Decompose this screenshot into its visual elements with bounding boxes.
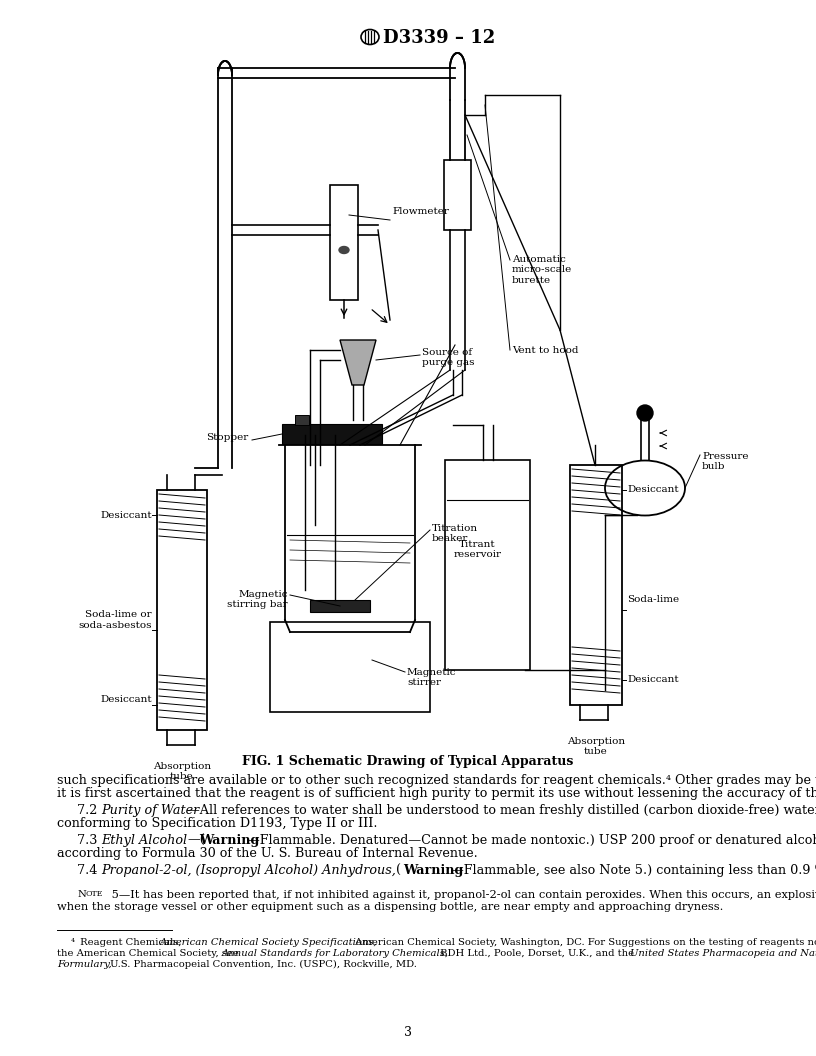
Text: Vent to hood: Vent to hood [512,346,579,355]
Text: when the storage vessel or other equipment such as a dispensing bottle, are near: when the storage vessel or other equipme… [57,902,723,912]
Text: ⁴: ⁴ [71,938,75,947]
Ellipse shape [328,640,372,680]
Text: Annual Standards for Laboratory Chemicals,: Annual Standards for Laboratory Chemical… [222,949,449,958]
Text: Desiccant: Desiccant [100,510,152,520]
Text: United States Pharmacopeia and National: United States Pharmacopeia and National [630,949,816,958]
Ellipse shape [605,460,685,515]
Text: Desiccant: Desiccant [627,676,679,684]
Text: Flowmeter: Flowmeter [392,207,449,216]
Text: 7.3: 7.3 [77,834,101,847]
Text: —(: —( [187,834,205,847]
Text: —Flammable, see also Note 5.) containing less than 0.9 % water.: —Flammable, see also Note 5.) containing… [451,864,816,876]
Text: American Chemical Society, Washington, DC. For Suggestions on the testing of rea: American Chemical Society, Washington, D… [352,938,816,947]
Text: Magnetic
stirring bar: Magnetic stirring bar [228,590,288,609]
Text: conforming to Specification D1193, Type II or III.: conforming to Specification D1193, Type … [57,817,378,830]
Text: Stopper: Stopper [206,434,248,442]
Text: Titration
beaker: Titration beaker [432,524,478,544]
Text: Soda-lime or
soda-asbestos: Soda-lime or soda-asbestos [78,610,152,629]
Text: Purity of Water: Purity of Water [101,804,199,817]
Ellipse shape [339,246,349,253]
Circle shape [637,406,653,421]
Text: 7.4: 7.4 [77,864,101,876]
Text: Desiccant: Desiccant [100,696,152,704]
Text: Magnetic
stirrer: Magnetic stirrer [407,668,456,687]
Text: D3339 – 12: D3339 – 12 [383,29,495,48]
Text: Reagent Chemicals,: Reagent Chemicals, [77,938,184,947]
Text: Absorption
tube: Absorption tube [153,762,211,781]
Text: Automatic
micro-scale
burette: Automatic micro-scale burette [512,254,572,285]
Text: 5—It has been reported that, if not inhibited against it, propanol-2-ol can cont: 5—It has been reported that, if not inhi… [108,890,816,900]
Text: U.S. Pharmacopeial Convention, Inc. (USPC), Rockville, MD.: U.S. Pharmacopeial Convention, Inc. (USP… [107,960,417,969]
Text: —Flammable. Denatured—Cannot be made nontoxic.) USP 200 proof or denatured alcoh: —Flammable. Denatured—Cannot be made non… [247,834,816,847]
Text: 7.2: 7.2 [77,804,101,817]
Text: Warning: Warning [199,834,259,847]
Text: 3: 3 [404,1025,412,1038]
Text: BDH Ltd., Poole, Dorset, U.K., and the: BDH Ltd., Poole, Dorset, U.K., and the [437,949,637,958]
Text: FIG. 1 Schematic Drawing of Typical Apparatus: FIG. 1 Schematic Drawing of Typical Appa… [242,755,574,768]
Text: such specifications are available or to other such recognized standards for reag: such specifications are available or to … [57,774,816,787]
Text: Soda-lime: Soda-lime [627,596,679,604]
Text: it is first ascertained that the reagent is of sufficient high purity to permit : it is first ascertained that the reagent… [57,787,816,800]
Text: —All references to water shall be understood to mean freshly distilled (carbon d: —All references to water shall be unders… [187,804,816,817]
Text: Source of
purge gas: Source of purge gas [422,348,474,367]
Text: American Chemical Society Specifications,: American Chemical Society Specifications… [160,938,378,947]
Ellipse shape [361,30,379,44]
Text: the American Chemical Society, see: the American Chemical Society, see [57,949,242,958]
Text: Absorption
tube: Absorption tube [567,737,625,756]
Text: Propanol-2-ol, (Isopropyl Alcohol) Anhydrous,: Propanol-2-ol, (Isopropyl Alcohol) Anhyd… [101,864,396,876]
Ellipse shape [343,654,357,666]
Text: Warning: Warning [403,864,463,876]
Text: OTE: OTE [86,890,104,898]
Text: Desiccant: Desiccant [627,486,679,494]
Text: according to Formula 30 of the U. S. Bureau of Internal Revenue.: according to Formula 30 of the U. S. Bur… [57,847,477,860]
Text: Formulary,: Formulary, [57,960,112,969]
Text: Ethyl Alcohol: Ethyl Alcohol [101,834,187,847]
Text: Pressure
bulb: Pressure bulb [702,452,748,471]
Text: (: ( [392,864,401,876]
Text: N: N [77,890,86,899]
Polygon shape [340,340,376,385]
Text: Titrant
reservoir: Titrant reservoir [454,540,502,560]
